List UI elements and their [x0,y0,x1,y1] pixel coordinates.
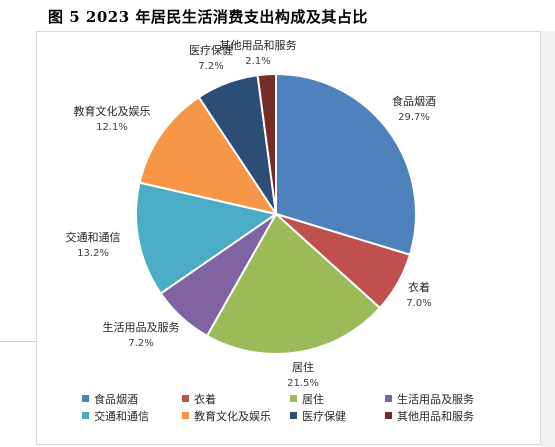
legend-label: 交通和通信 [94,409,149,423]
legend-label: 其他用品和服务 [397,410,474,423]
data-label-percent: 12.1% [96,122,128,133]
legend-swatch [182,395,189,402]
data-label-category: 教育文化及娱乐 [74,104,151,118]
pie-slice [205,212,382,355]
pie-slice [135,181,279,295]
data-label-percent: 7.2% [198,61,223,72]
data-label-percent: 7.2% [128,338,153,349]
legend-swatch [385,395,392,402]
page-rule [0,341,36,342]
legend-swatch [82,395,89,402]
data-label-category: 居住 [292,360,314,374]
data-label-category: 交通和通信 [66,230,121,244]
legend-swatch [82,412,89,419]
legend-swatch [290,412,297,419]
legend-label: 衣着 [194,392,216,406]
data-label-category: 其他用品和服务 [220,39,297,52]
data-label-category: 食品烟酒 [392,94,436,108]
legend-label: 居住 [302,392,324,406]
data-label-percent: 7.0% [406,298,431,309]
pie-slice [256,72,277,215]
data-label-percent: 29.7% [398,112,430,123]
pie-slice [138,95,279,216]
data-label-category: 医疗保健 [189,43,233,57]
data-label-percent: 21.5% [287,378,319,389]
pie-slice [275,72,417,256]
figure-title: 图 5 2023 年居民生活消费支出构成及其占比 [48,8,368,26]
legend-label: 生活用品及服务 [397,392,474,406]
legend-swatch [290,395,297,402]
legend-label: 食品烟酒 [94,392,138,406]
data-label-percent: 13.2% [77,248,109,259]
data-label-category: 生活用品及服务 [103,320,180,334]
legend-swatch [385,412,392,419]
page-margin-strip [541,31,555,447]
legend-label: 教育文化及娱乐 [194,409,271,423]
data-label-percent: 2.1% [245,56,270,67]
data-label-category: 衣着 [408,280,430,294]
legend-label: 医疗保健 [302,409,346,423]
legend-swatch [182,412,189,419]
